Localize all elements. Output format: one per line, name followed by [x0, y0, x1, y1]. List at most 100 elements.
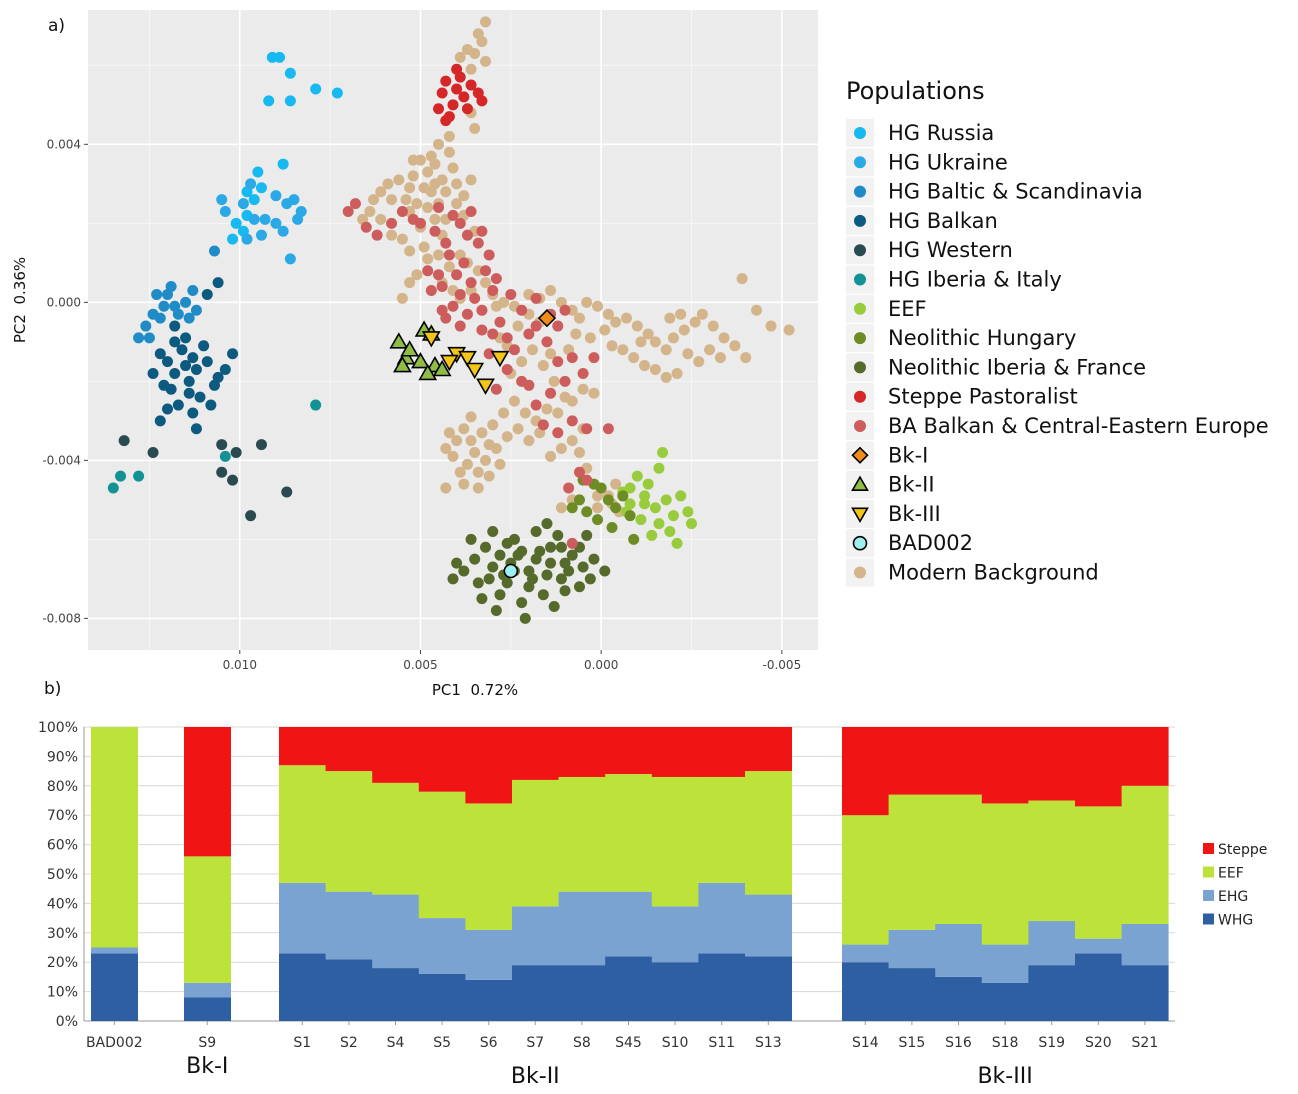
bar-segment-ehg [418, 918, 466, 974]
point-neolithic-iberia-france [476, 593, 488, 605]
point-neolithic-iberia-france [548, 601, 560, 613]
bar-segment-ehg [1121, 923, 1169, 966]
legend-marker-bk-ii [851, 475, 869, 492]
point-modern-background [461, 458, 473, 470]
y-tick-label: -0.004 [42, 453, 81, 467]
point-ba-balkan-central-eastern-europe [447, 300, 459, 312]
series-neolithic-iberia-france [447, 518, 611, 624]
point-modern-background [443, 427, 455, 439]
group-label: Bk-II [511, 1064, 560, 1089]
point-modern-background [602, 308, 614, 320]
point-neolithic-iberia-france [519, 612, 531, 624]
bar-y-ticks: 0% 10% 20% 30% 40% 50% 60% 70% 80% 90% 100% [38, 720, 78, 1030]
bar-segment-eef [279, 765, 326, 883]
point-modern-background [407, 170, 419, 182]
bar-segment-eef [698, 776, 746, 883]
point-hg-balkan [154, 348, 166, 360]
point-modern-background [433, 249, 445, 261]
point-modern-background [545, 348, 557, 360]
legend-marker-hg-russia [854, 127, 866, 139]
point-modern-background [364, 205, 376, 217]
point-modern-background [635, 336, 647, 348]
point-hg-baltic-scandinavia [133, 332, 145, 344]
series-hg-ukraine [216, 178, 307, 265]
point-modern-background [465, 174, 477, 186]
bar-legend-label-steppe: Steppe [1218, 842, 1267, 858]
bar-segment-steppe [372, 727, 420, 783]
bar-x-labels: BAD002 S9 S1 S2 S4 S5 S6 S7 S8 S45 S10 S11 S13 S14 S15… [86, 1021, 1158, 1051]
point-modern-background [714, 352, 726, 364]
bar-y-tick-label: 70% [47, 808, 78, 824]
point-modern-background [718, 332, 730, 344]
point-modern-background [367, 194, 379, 206]
point-hg-ukraine [248, 213, 260, 225]
bar-legend-swatch-eef [1203, 866, 1214, 878]
bar-segment-whg [418, 973, 466, 1021]
point-hg-balkan [205, 399, 217, 411]
point-steppe-pastoralist [458, 91, 470, 103]
point-eef [664, 525, 676, 537]
bar-segment-whg [698, 953, 746, 1021]
point-eef [660, 494, 672, 506]
bar-segment-whg [1028, 965, 1076, 1021]
point-modern-background [523, 435, 535, 447]
point-modern-background [458, 423, 470, 435]
point-modern-background [422, 166, 434, 178]
legend-marker-bk-i [851, 446, 869, 464]
point-modern-background [671, 367, 683, 379]
y-tick-label: 0.000 [47, 295, 81, 309]
x-tick-label: 0.000 [584, 658, 618, 672]
point-ba-balkan-central-eastern-europe [552, 427, 564, 439]
bar-segment-whg [651, 962, 699, 1021]
point-hg-balkan [208, 379, 220, 391]
point-modern-background [469, 446, 481, 458]
point-neolithic-hungary [628, 533, 640, 545]
point-modern-background [649, 364, 661, 376]
bar-segment-steppe [1028, 727, 1076, 801]
bar-segment-steppe [279, 727, 326, 766]
bar-segment-eef [372, 782, 420, 895]
point-steppe-pastoralist [436, 87, 448, 99]
point-bk-iii [421, 331, 441, 348]
point-ba-balkan-central-eastern-europe [461, 308, 473, 320]
point-eef [639, 490, 651, 502]
legend-marker-ba-balkan-central-eastern-europe [854, 420, 866, 432]
point-ba-balkan-central-eastern-europe [530, 292, 542, 304]
bar-x-label: S14 [852, 1035, 879, 1051]
point-modern-background [545, 450, 557, 462]
point-hg-iberia-italy [115, 470, 127, 482]
point-neolithic-iberia-france [584, 573, 596, 585]
bar-segment-whg [981, 982, 1029, 1021]
point-hg-balkan [194, 391, 206, 403]
point-ba-balkan-central-eastern-europe [454, 288, 466, 300]
point-neolithic-iberia-france [545, 541, 557, 553]
point-modern-background [429, 213, 441, 225]
bar-segment-steppe [698, 727, 746, 777]
point-neolithic-iberia-france [581, 529, 593, 541]
legend-marker-bk-iii [851, 507, 869, 524]
point-bk-iii [490, 350, 510, 368]
bar-segment-whg [465, 979, 513, 1021]
point-modern-background [570, 328, 582, 340]
point-ba-balkan-central-eastern-europe [563, 482, 575, 494]
point-ba-balkan-central-eastern-europe [443, 249, 455, 261]
series-hg-western [118, 435, 293, 522]
legend-marker-modern-background [854, 566, 866, 579]
bar-y-tick-label: 50% [47, 867, 78, 883]
point-neolithic-iberia-france [541, 569, 553, 581]
bar-segment-steppe [325, 727, 373, 772]
series-hg-baltic-scandinavia [133, 245, 220, 344]
point-modern-background [375, 213, 387, 225]
point-steppe-pastoralist [476, 95, 488, 107]
point-hg-balkan [172, 399, 184, 411]
point-hg-baltic-scandinavia [208, 245, 220, 257]
point-modern-background [476, 427, 488, 439]
point-steppe-pastoralist [440, 115, 452, 127]
bar-y-tick-label: 100% [38, 720, 78, 736]
point-eef [682, 506, 694, 518]
series-hg-russia [227, 51, 343, 245]
point-neolithic-iberia-france [447, 573, 459, 585]
point-modern-background [494, 458, 506, 470]
point-bk-ii [418, 363, 438, 381]
